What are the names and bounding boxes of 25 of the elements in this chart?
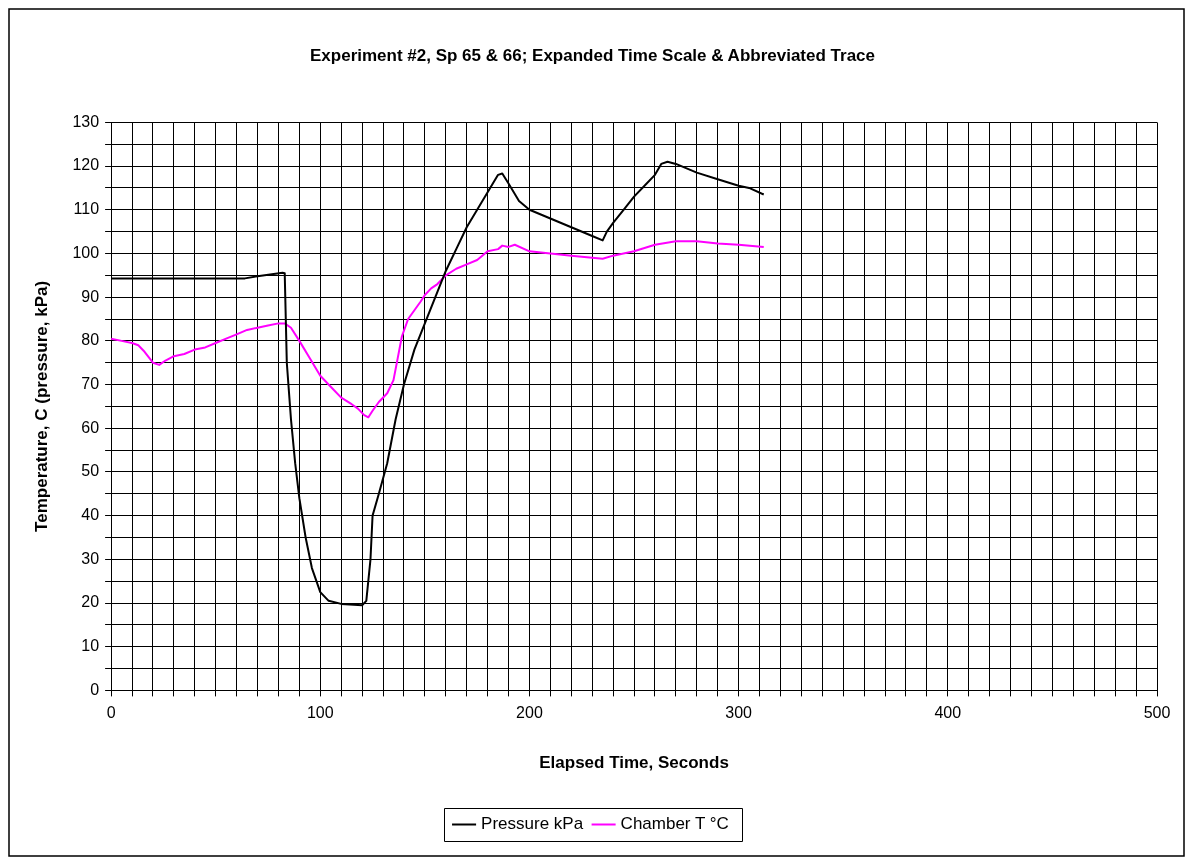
x-tick-label: 500 [1143, 704, 1171, 722]
y-tick-label: 110 [73, 200, 100, 218]
y-tick-label: 10 [81, 637, 100, 655]
y-tick-label: 90 [81, 287, 100, 305]
y-tick-label: 60 [81, 418, 100, 436]
y-axis-title: Temperature, C (pressure, kPa) [31, 280, 51, 532]
x-tick-label: 400 [934, 704, 962, 722]
y-tick-label: 80 [81, 331, 100, 349]
chart-title: Experiment #2, Sp 65 & 66; Expanded Time Scale & Abbreviated Trace [309, 45, 876, 65]
y-tick-label: 120 [72, 156, 100, 174]
y-tick-label: 0 [90, 680, 100, 698]
x-tick-label: 200 [516, 704, 543, 722]
y-tick-label: 30 [81, 549, 100, 567]
legend-label: Chamber T °C [620, 814, 729, 834]
y-tick-label: 20 [81, 593, 100, 611]
x-tick-label: 100 [306, 704, 334, 722]
y-tick-label: 100 [72, 243, 100, 261]
x-tick-label: 300 [725, 704, 753, 722]
x-tick-label: 0 [106, 704, 116, 722]
y-tick-label: 70 [81, 374, 100, 392]
y-tick-label: 50 [81, 462, 100, 480]
x-axis-title: Elapsed Time, Seconds [539, 753, 729, 773]
legend-label: Pressure kPa [481, 814, 584, 834]
y-tick-label: 40 [81, 506, 100, 524]
y-tick-label: 130 [72, 112, 100, 130]
